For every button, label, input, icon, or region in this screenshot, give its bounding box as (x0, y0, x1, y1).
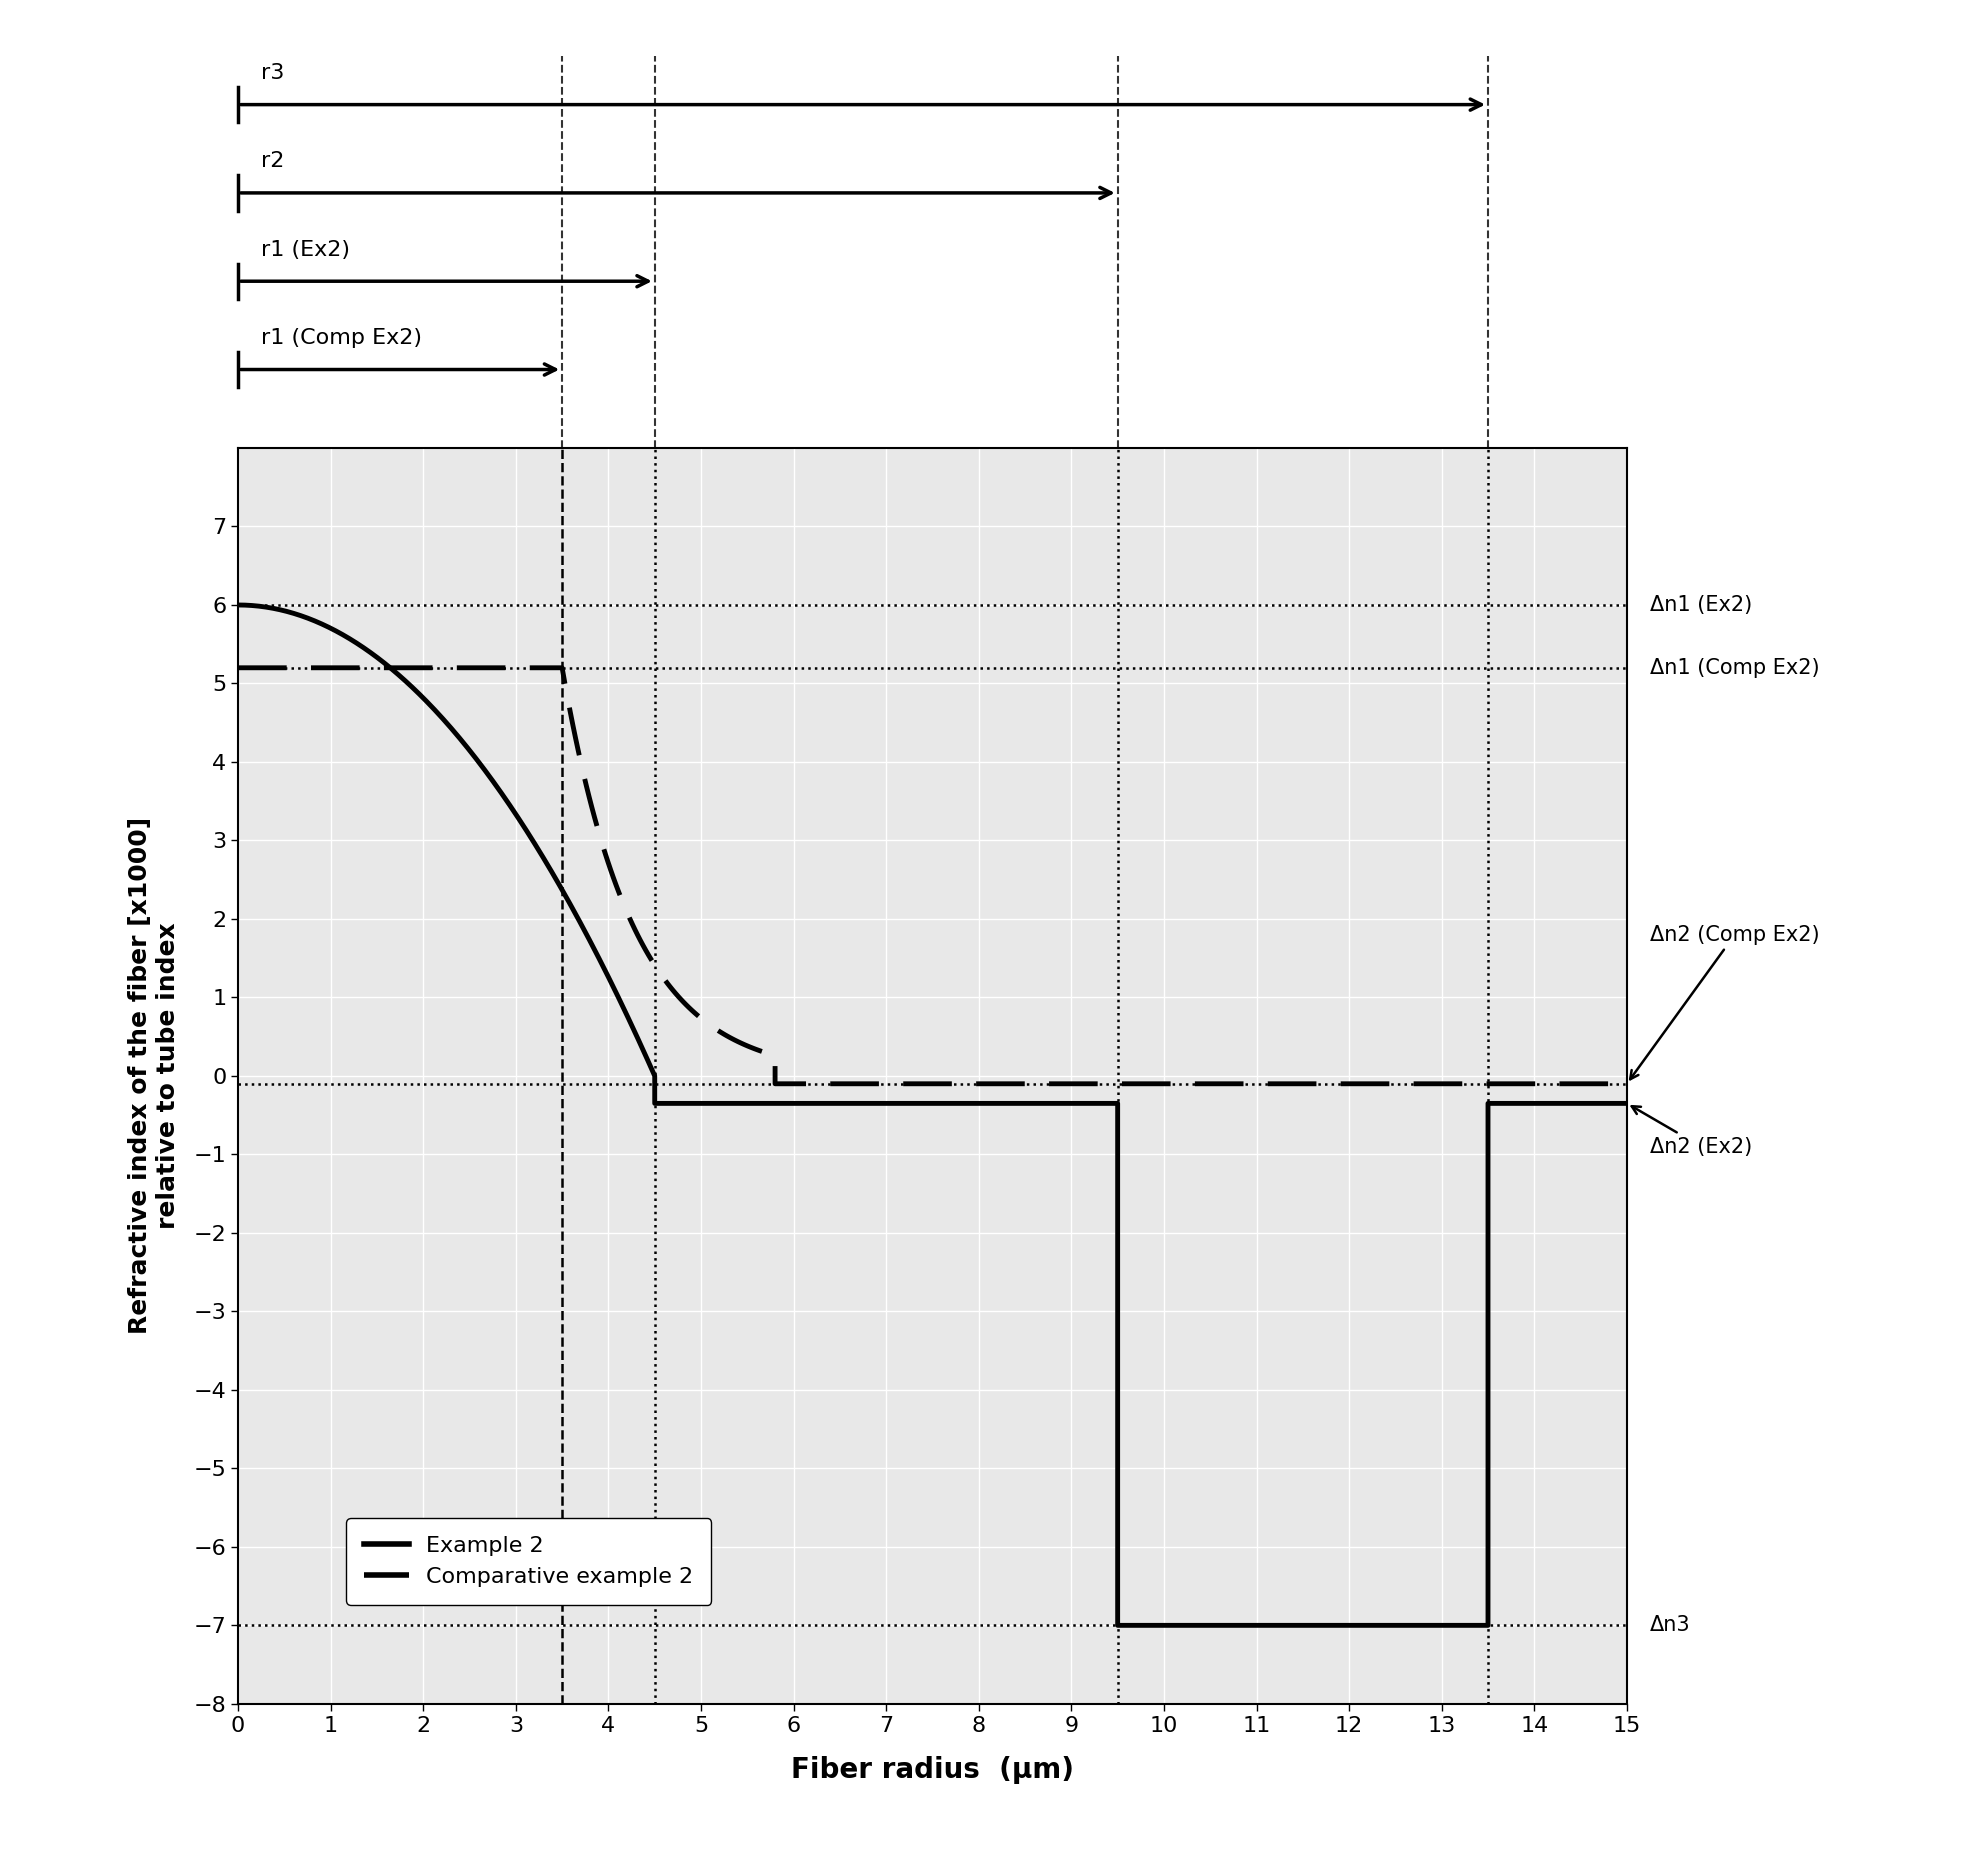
Text: r2: r2 (262, 152, 284, 172)
Example 2 (1615, 1093, 1639, 1115)
Example 2 (1105, 1615, 1129, 1637)
Comparative example 2 (645, 957, 669, 980)
Comparative example 2 (550, 657, 573, 680)
Example 2 (520, 828, 544, 850)
Comparative example 2 (714, 1024, 738, 1046)
Text: Δn2 (Ex2): Δn2 (Ex2) (1631, 1106, 1752, 1156)
Example 2 (534, 852, 558, 874)
Text: Δn1 (Comp Ex2): Δn1 (Comp Ex2) (1651, 657, 1819, 678)
Comparative example 2 (655, 972, 679, 995)
Text: Δn1 (Ex2): Δn1 (Ex2) (1651, 594, 1752, 615)
Text: Δn3: Δn3 (1651, 1615, 1690, 1635)
Legend: Example 2, Comparative example 2: Example 2, Comparative example 2 (347, 1519, 712, 1606)
Text: r1 (Ex2): r1 (Ex2) (262, 239, 351, 259)
Text: r3: r3 (262, 63, 284, 83)
Comparative example 2 (1615, 1072, 1639, 1095)
Example 2 (226, 594, 250, 617)
X-axis label: Fiber radius  (μm): Fiber radius (μm) (792, 1756, 1073, 1785)
Comparative example 2 (226, 657, 250, 680)
Comparative example 2 (726, 1030, 750, 1052)
Text: Δn2 (Comp Ex2): Δn2 (Comp Ex2) (1631, 924, 1819, 1080)
Text: r1 (Comp Ex2): r1 (Comp Ex2) (262, 328, 423, 348)
Line: Example 2: Example 2 (238, 606, 1627, 1626)
Example 2 (425, 702, 448, 724)
Example 2 (375, 654, 399, 676)
Example 2 (601, 974, 625, 996)
Y-axis label: Refractive index of the fiber [x1000]
relative to tube index: Refractive index of the fiber [x1000] re… (127, 817, 179, 1335)
Comparative example 2 (764, 1072, 788, 1095)
Example 2 (363, 644, 387, 667)
Line: Comparative example 2: Comparative example 2 (238, 669, 1627, 1083)
Comparative example 2 (558, 700, 581, 722)
